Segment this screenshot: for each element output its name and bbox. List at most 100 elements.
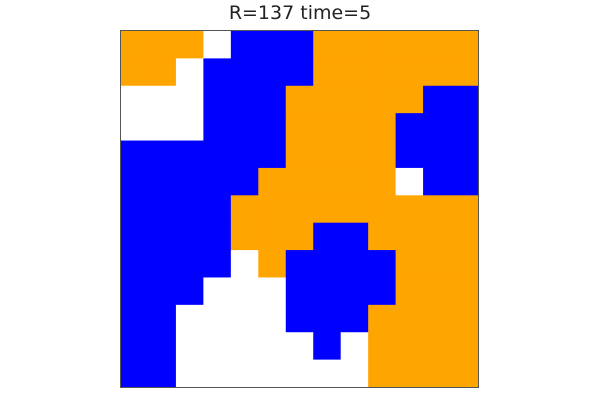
grid-cell-r8-c5 <box>258 250 287 279</box>
grid-cell-r7-c6 <box>285 222 314 251</box>
grid-cell-r10-c11 <box>423 304 452 333</box>
grid-cell-r5-c12 <box>450 167 478 196</box>
grid-cell-r5-c4 <box>230 167 259 196</box>
grid-cell-r5-c7 <box>313 167 342 196</box>
grid-cell-r10-c9 <box>368 304 397 333</box>
grid-cell-r1-c1 <box>148 58 177 87</box>
grid-cell-r4-c12 <box>450 140 478 169</box>
grid-cell-r8-c11 <box>423 250 452 279</box>
grid-cell-r12-c3 <box>203 359 232 387</box>
grid-cell-r0-c0 <box>121 31 150 59</box>
grid-cell-r7-c12 <box>450 222 478 251</box>
grid-cell-r8-c0 <box>121 250 150 279</box>
grid-cell-r2-c9 <box>368 85 397 114</box>
grid-cell-r4-c2 <box>175 140 204 169</box>
grid-cell-r11-c6 <box>285 332 314 361</box>
grid-cell-r6-c7 <box>313 195 342 224</box>
grid-cell-r12-c0 <box>121 359 150 387</box>
grid-cell-r12-c8 <box>340 359 369 387</box>
grid-cell-r3-c10 <box>395 113 424 142</box>
grid-cell-r4-c3 <box>203 140 232 169</box>
grid-cell-r8-c8 <box>340 250 369 279</box>
grid-cell-r5-c8 <box>340 167 369 196</box>
grid-cell-r2-c0 <box>121 85 150 114</box>
grid-cell-r1-c11 <box>423 58 452 87</box>
grid-cell-r0-c10 <box>395 31 424 59</box>
grid-cell-r11-c1 <box>148 332 177 361</box>
grid-cell-r7-c8 <box>340 222 369 251</box>
grid-cell-r1-c9 <box>368 58 397 87</box>
grid-cell-r9-c4 <box>230 277 259 306</box>
grid-cell-r6-c6 <box>285 195 314 224</box>
grid-cell-r6-c11 <box>423 195 452 224</box>
grid-cell-r2-c2 <box>175 85 204 114</box>
grid-cell-r6-c1 <box>148 195 177 224</box>
grid-cell-r7-c3 <box>203 222 232 251</box>
grid-cell-r8-c4 <box>230 250 259 279</box>
grid-cell-r8-c3 <box>203 250 232 279</box>
grid-cell-r3-c1 <box>148 113 177 142</box>
grid-cell-r1-c6 <box>285 58 314 87</box>
grid-cell-r2-c11 <box>423 85 452 114</box>
grid-cell-r0-c4 <box>230 31 259 59</box>
grid-cell-r1-c12 <box>450 58 478 87</box>
grid-cell-r9-c0 <box>121 277 150 306</box>
grid-cell-r0-c3 <box>203 31 232 59</box>
grid-cell-r6-c3 <box>203 195 232 224</box>
grid-cell-r7-c9 <box>368 222 397 251</box>
grid-cell-r8-c1 <box>148 250 177 279</box>
grid-cell-r4-c7 <box>313 140 342 169</box>
grid-cell-r9-c12 <box>450 277 478 306</box>
grid-cell-r5-c11 <box>423 167 452 196</box>
grid-cell-r3-c3 <box>203 113 232 142</box>
grid-cell-r3-c8 <box>340 113 369 142</box>
grid-cell-r4-c5 <box>258 140 287 169</box>
grid-cell-r1-c7 <box>313 58 342 87</box>
grid-cell-r9-c9 <box>368 277 397 306</box>
grid-cell-r12-c1 <box>148 359 177 387</box>
grid-cell-r10-c2 <box>175 304 204 333</box>
grid-cell-r9-c11 <box>423 277 452 306</box>
grid-cell-r7-c10 <box>395 222 424 251</box>
grid-cell-r12-c5 <box>258 359 287 387</box>
grid-cell-r6-c10 <box>395 195 424 224</box>
grid-cell-r4-c0 <box>121 140 150 169</box>
grid-cell-r7-c11 <box>423 222 452 251</box>
grid-cell-r5-c3 <box>203 167 232 196</box>
grid-cell-r5-c1 <box>148 167 177 196</box>
grid-cell-r9-c7 <box>313 277 342 306</box>
grid-cell-r12-c9 <box>368 359 397 387</box>
grid-cell-r12-c10 <box>395 359 424 387</box>
grid-cell-r0-c12 <box>450 31 478 59</box>
grid-cell-r10-c0 <box>121 304 150 333</box>
grid-svg <box>121 31 478 387</box>
grid-cell-r1-c8 <box>340 58 369 87</box>
grid-cell-r3-c6 <box>285 113 314 142</box>
grid-cell-r8-c9 <box>368 250 397 279</box>
grid-cell-r10-c1 <box>148 304 177 333</box>
grid-cell-r2-c12 <box>450 85 478 114</box>
grid-cell-r7-c2 <box>175 222 204 251</box>
grid-cell-r8-c2 <box>175 250 204 279</box>
grid-cell-r10-c4 <box>230 304 259 333</box>
grid-cell-r5-c2 <box>175 167 204 196</box>
grid-cell-r11-c4 <box>230 332 259 361</box>
grid-cell-r10-c7 <box>313 304 342 333</box>
grid-cell-r4-c9 <box>368 140 397 169</box>
grid-cell-r1-c0 <box>121 58 150 87</box>
grid-cell-r10-c12 <box>450 304 478 333</box>
grid-cell-r12-c6 <box>285 359 314 387</box>
grid-cell-r9-c2 <box>175 277 204 306</box>
grid-cell-r8-c10 <box>395 250 424 279</box>
grid-cell-r1-c4 <box>230 58 259 87</box>
grid-cell-r11-c12 <box>450 332 478 361</box>
grid-cell-r0-c9 <box>368 31 397 59</box>
grid-cell-r11-c8 <box>340 332 369 361</box>
grid-cell-r9-c10 <box>395 277 424 306</box>
grid-cell-r6-c9 <box>368 195 397 224</box>
grid-cell-r4-c1 <box>148 140 177 169</box>
grid-cell-r2-c1 <box>148 85 177 114</box>
grid-cell-r0-c6 <box>285 31 314 59</box>
grid-cell-r5-c0 <box>121 167 150 196</box>
grid-cell-r0-c11 <box>423 31 452 59</box>
